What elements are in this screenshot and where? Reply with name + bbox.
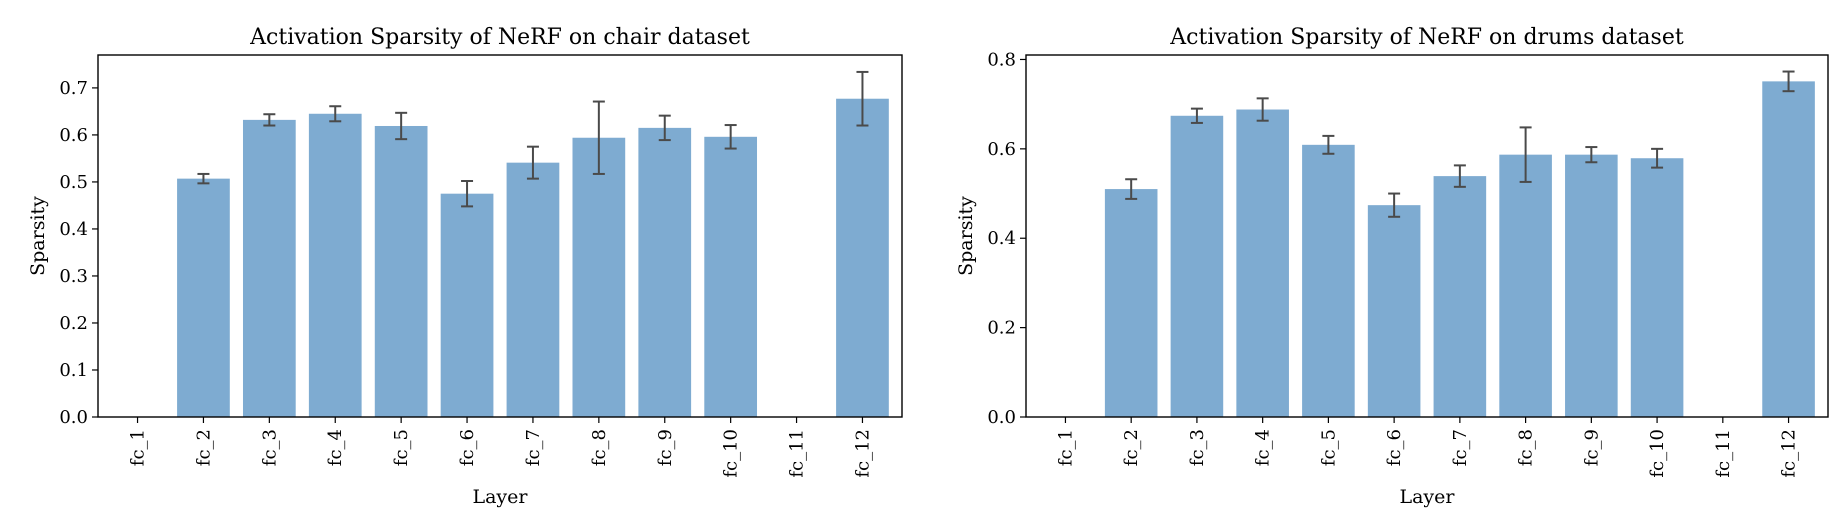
bar-fc-5 xyxy=(1302,144,1355,417)
x-axis-label: Layer xyxy=(1399,486,1455,508)
x-tick-label: fc_3 xyxy=(259,429,280,466)
chart-title: Activation Sparsity of NeRF on chair dat… xyxy=(249,25,750,50)
y-tick-label: 0.7 xyxy=(59,78,88,99)
x-tick-label: fc_1 xyxy=(128,429,149,466)
x-tick-label: fc_5 xyxy=(391,429,412,466)
bar-fc-7 xyxy=(1433,176,1487,417)
y-tick-label: 0.4 xyxy=(987,228,1016,249)
bar-fc-10 xyxy=(704,136,758,417)
y-tick-label: 0.2 xyxy=(987,318,1016,339)
y-tick-label: 0.2 xyxy=(59,313,88,334)
bar-fc-5 xyxy=(374,125,428,417)
chart-title: Activation Sparsity of NeRF on drums dat… xyxy=(1169,25,1684,50)
x-tick-label: fc_11 xyxy=(787,429,808,478)
bar-fc-9 xyxy=(638,127,692,418)
y-axis-label: Sparsity xyxy=(955,196,977,276)
chart-drums: Activation Sparsity of NeRF on drums dat… xyxy=(955,25,1829,508)
x-tick-label: fc_10 xyxy=(721,429,742,478)
x-tick-label: fc_6 xyxy=(1384,429,1405,466)
x-tick-label: fc_2 xyxy=(1121,429,1142,466)
x-ticks: fc_1 fc_2 fc_3 fc_4 fc_5 fc_6 fc_7 fc_8 fc_9 fc_1… xyxy=(1055,417,1800,478)
y-tick-label: 0.6 xyxy=(59,125,88,146)
bar-fc-6 xyxy=(440,193,494,417)
x-tick-label: fc_9 xyxy=(1581,429,1602,466)
y-tick-label: 0.0 xyxy=(59,407,88,428)
x-tick-label: fc_4 xyxy=(325,429,346,466)
bar-fc-8 xyxy=(572,137,626,417)
x-tick-label: fc_9 xyxy=(655,429,676,466)
bar-fc-12 xyxy=(1762,81,1815,417)
y-tick-label: 0.5 xyxy=(59,172,88,193)
x-axis-label: Layer xyxy=(472,486,528,508)
y-axis-label: Sparsity xyxy=(27,196,49,276)
bar-fc-9 xyxy=(1565,154,1618,417)
x-tick-label: fc_2 xyxy=(193,429,214,466)
error-bars xyxy=(197,70,869,208)
x-tick-label: fc_10 xyxy=(1647,429,1668,478)
bar-fc-3 xyxy=(1170,115,1224,418)
bar-fc-10 xyxy=(1630,158,1684,417)
bars xyxy=(177,98,889,418)
x-tick-label: fc_12 xyxy=(1779,429,1800,478)
bar-fc-8 xyxy=(1499,154,1552,417)
y-tick-label: 0.8 xyxy=(987,49,1016,70)
x-ticks: fc_1 fc_2 fc_3 fc_4 fc_5 fc_6 fc_7 fc_8 fc_9 fc_1… xyxy=(128,417,873,478)
bar-fc-12 xyxy=(836,98,889,417)
bar-fc-4 xyxy=(1236,109,1289,417)
y-tick-label: 0.4 xyxy=(59,219,88,240)
bar-fc-7 xyxy=(506,162,560,417)
y-ticks: 0.0 0.1 0.2 0.3 0.4 0.5 0.6 0.7 xyxy=(59,78,98,428)
x-tick-label: fc_7 xyxy=(1450,429,1471,466)
x-tick-label: fc_8 xyxy=(1516,429,1537,466)
bar-fc-2 xyxy=(177,178,230,417)
x-tick-label: fc_12 xyxy=(852,429,873,478)
y-ticks: 0.0 0.2 0.4 0.6 0.8 xyxy=(987,49,1026,428)
bar-fc-3 xyxy=(242,119,296,417)
chart-chair: Activation Sparsity of NeRF on chair dat… xyxy=(27,25,903,508)
bar-fc-4 xyxy=(308,113,362,417)
plot-frame xyxy=(97,54,903,418)
x-tick-label: fc_3 xyxy=(1187,429,1208,466)
x-tick-label: fc_11 xyxy=(1713,429,1734,478)
plot-frame xyxy=(1025,54,1829,418)
bar-fc-2 xyxy=(1104,189,1158,417)
y-tick-label: 0.1 xyxy=(59,360,88,381)
error-bars xyxy=(1125,70,1795,218)
x-tick-label: fc_7 xyxy=(523,429,544,466)
x-tick-label: fc_8 xyxy=(589,429,610,466)
y-tick-label: 0.3 xyxy=(59,266,88,287)
x-tick-label: fc_1 xyxy=(1055,429,1076,466)
y-tick-label: 0.6 xyxy=(987,139,1016,160)
bar-fc-6 xyxy=(1367,205,1421,417)
x-tick-label: fc_4 xyxy=(1253,429,1274,466)
y-tick-label: 0.0 xyxy=(987,407,1016,428)
x-tick-label: fc_6 xyxy=(457,429,478,466)
x-tick-label: fc_5 xyxy=(1318,429,1339,466)
bars xyxy=(1104,81,1815,418)
